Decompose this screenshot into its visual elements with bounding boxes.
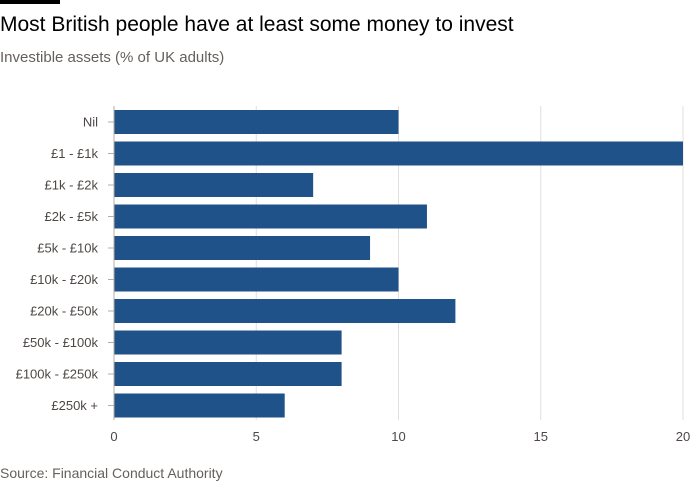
source-note: Source: Financial Conduct Authority xyxy=(0,465,223,481)
bar xyxy=(114,110,399,134)
chart-title: Most British people have at least some m… xyxy=(0,13,514,36)
y-category-label: £1k - £2k xyxy=(45,178,99,193)
bar xyxy=(114,299,456,323)
bar xyxy=(114,173,314,197)
y-category-label: £10k - £20k xyxy=(30,272,98,287)
y-category-label: £1 - £1k xyxy=(51,146,98,161)
bar xyxy=(114,362,342,386)
bar xyxy=(114,330,342,355)
x-tick-label: 15 xyxy=(534,429,548,444)
y-category-label: £50k - £100k xyxy=(23,335,99,350)
x-tick-label: 5 xyxy=(253,429,260,444)
y-category-label: Nil xyxy=(83,115,98,130)
y-category-label: £2k - £5k xyxy=(45,209,99,224)
x-tick-label: 0 xyxy=(110,429,117,444)
brand-bar xyxy=(0,0,60,4)
bar xyxy=(114,236,371,260)
bar xyxy=(114,393,285,418)
bars xyxy=(114,110,683,418)
bar xyxy=(114,204,427,229)
bar xyxy=(114,141,683,166)
y-category-label: £5k - £10k xyxy=(37,241,98,256)
bar xyxy=(114,267,399,292)
x-tick-label: 20 xyxy=(676,429,690,444)
y-category-label: £100k - £250k xyxy=(16,367,99,382)
y-category-label: £250k + xyxy=(51,398,98,413)
axes: 0 5 10 15 20 Nil £1 - £1k £1k - £2k £2k - £5k £5k… xyxy=(16,106,690,444)
y-category-label: £20k - £50k xyxy=(30,304,98,319)
x-tick-label: 10 xyxy=(391,429,405,444)
chart-subtitle: Investible assets (% of UK adults) xyxy=(0,49,225,66)
